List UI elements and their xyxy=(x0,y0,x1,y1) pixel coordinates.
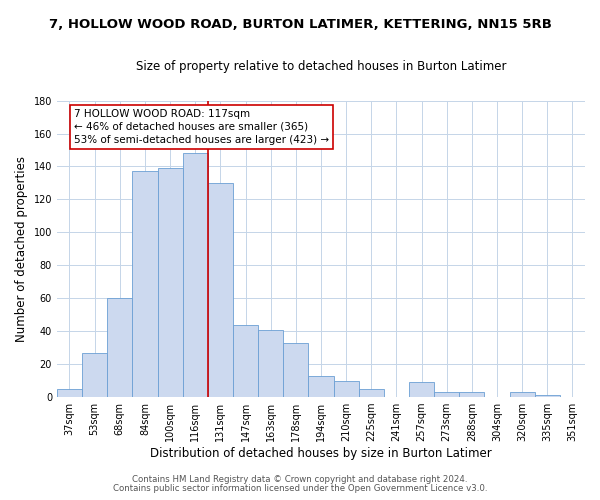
Bar xyxy=(283,342,308,397)
Bar xyxy=(509,392,535,397)
Text: 7, HOLLOW WOOD ROAD, BURTON LATIMER, KETTERING, NN15 5RB: 7, HOLLOW WOOD ROAD, BURTON LATIMER, KET… xyxy=(49,18,551,30)
Bar xyxy=(107,298,133,397)
Bar xyxy=(459,392,484,397)
Bar xyxy=(434,392,459,397)
Bar xyxy=(535,396,560,397)
Bar xyxy=(359,389,384,397)
Text: Contains HM Land Registry data © Crown copyright and database right 2024.: Contains HM Land Registry data © Crown c… xyxy=(132,475,468,484)
Bar xyxy=(133,172,158,397)
Title: Size of property relative to detached houses in Burton Latimer: Size of property relative to detached ho… xyxy=(136,60,506,73)
X-axis label: Distribution of detached houses by size in Burton Latimer: Distribution of detached houses by size … xyxy=(150,447,492,460)
Text: 7 HOLLOW WOOD ROAD: 117sqm
← 46% of detached houses are smaller (365)
53% of sem: 7 HOLLOW WOOD ROAD: 117sqm ← 46% of deta… xyxy=(74,109,329,145)
Bar xyxy=(308,376,334,397)
Bar xyxy=(334,380,359,397)
Bar xyxy=(57,389,82,397)
Bar xyxy=(82,352,107,397)
Bar xyxy=(233,324,258,397)
Bar xyxy=(409,382,434,397)
Bar xyxy=(182,154,208,397)
Text: Contains public sector information licensed under the Open Government Licence v3: Contains public sector information licen… xyxy=(113,484,487,493)
Bar xyxy=(258,330,283,397)
Bar xyxy=(158,168,182,397)
Y-axis label: Number of detached properties: Number of detached properties xyxy=(15,156,28,342)
Bar xyxy=(208,183,233,397)
